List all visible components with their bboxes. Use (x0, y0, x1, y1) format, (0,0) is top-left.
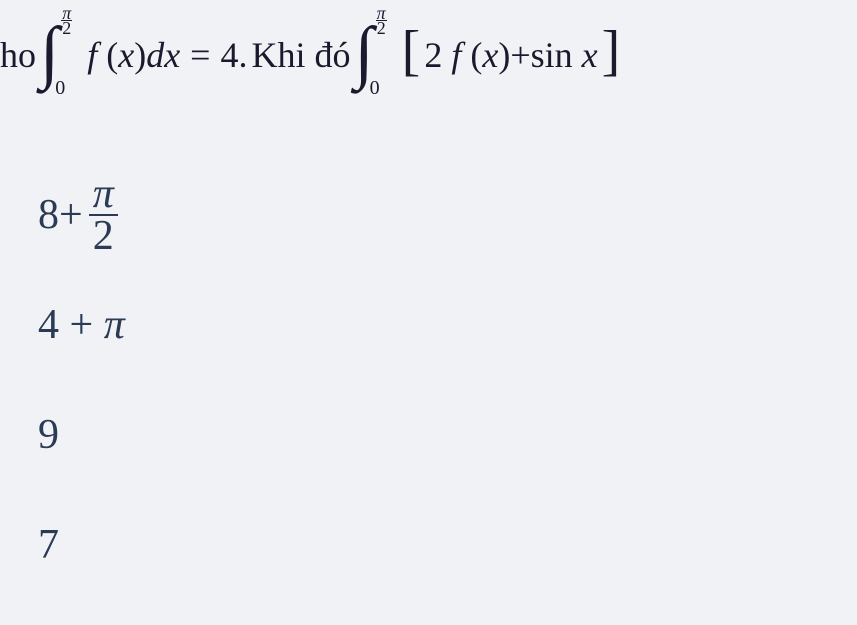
option-d[interactable]: 7 (38, 510, 125, 580)
option-c[interactable]: 9 (38, 400, 125, 470)
given-value: 4. (220, 34, 247, 76)
option-b-text: 4 + π (38, 301, 125, 349)
lower-bound: 0 (55, 77, 65, 100)
option-c-text: 9 (38, 411, 59, 459)
lower-bound: 0 (370, 77, 380, 100)
upper-den: 2 (61, 21, 72, 35)
integrand-2: 2 f (x)+sin x (424, 34, 597, 76)
integrand-1: f (x)dx (87, 34, 180, 76)
upper-bound: π 2 (376, 6, 387, 35)
integral-bounds: π 2 0 (378, 10, 398, 100)
question-prefix: ho (0, 34, 36, 76)
answer-options: 8 + π 2 4 + π 9 7 (38, 180, 125, 620)
option-a-left: 8 (38, 191, 59, 239)
integral-1: ∫ π 2 0 (40, 10, 83, 100)
integral-bounds: π 2 0 (63, 10, 83, 100)
integral-2: ∫ π 2 0 (354, 10, 397, 100)
option-d-text: 7 (38, 521, 59, 569)
question-line: ho ∫ π 2 0 f (x)dx = 4. Khi đó ∫ (0, 10, 857, 120)
open-bracket: [ (402, 6, 421, 96)
upper-bound: π 2 (61, 6, 72, 35)
option-a-plus: + (59, 191, 83, 239)
option-b[interactable]: 4 + π (38, 290, 125, 360)
option-a-frac-den: 2 (89, 216, 118, 256)
mid-text: Khi đó (251, 34, 350, 76)
close-bracket: ] (602, 6, 621, 96)
option-a-frac-num: π (89, 174, 118, 216)
option-a[interactable]: 8 + π 2 (38, 180, 125, 250)
upper-den: 2 (376, 21, 387, 35)
option-a-frac: π 2 (89, 174, 118, 256)
page: ho ∫ π 2 0 f (x)dx = 4. Khi đó ∫ (0, 0, 857, 625)
equals-sign: = (184, 34, 216, 76)
